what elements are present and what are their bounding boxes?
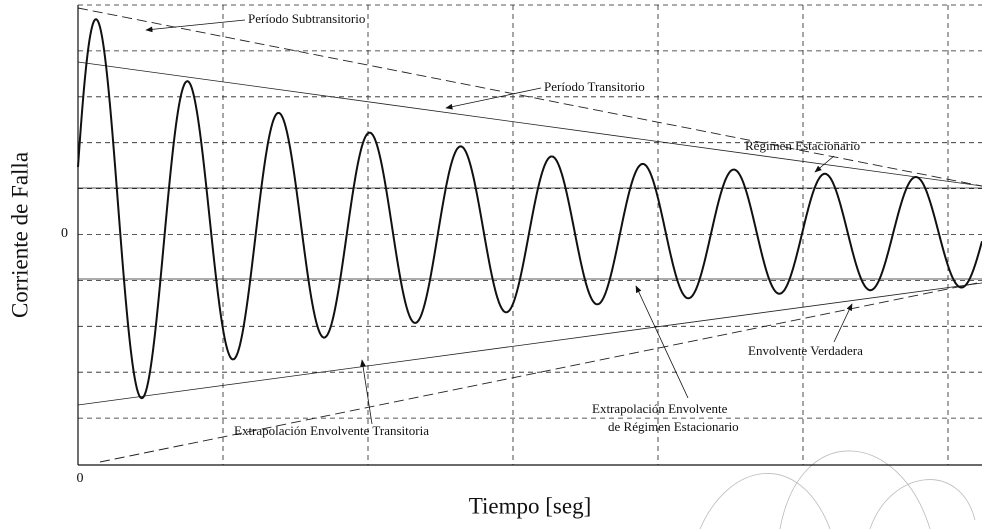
- annotation: Envolvente Verdadera: [748, 343, 863, 358]
- annotation: Período Subtransitorio: [248, 11, 365, 26]
- envelopes: [77, 7, 982, 463]
- grid: [78, 4, 982, 465]
- arrow: [833, 303, 853, 343]
- watermark: [699, 450, 976, 529]
- fault-current-curve: [77, 18, 982, 400]
- x-axis-label: Tiempo [seg]: [469, 493, 591, 518]
- arrow: [445, 87, 542, 110]
- arrow: [635, 285, 689, 399]
- annotations: Período Subtransitorio Período Transitor…: [145, 11, 863, 438]
- annotation: Extrapolación Envolvente: [592, 401, 728, 416]
- arrow: [145, 19, 246, 33]
- arrow: [814, 155, 835, 173]
- transient-envelope-lower: [77, 282, 982, 406]
- x-origin-label: 0: [77, 471, 84, 486]
- transient-envelope: [77, 61, 982, 187]
- annotation: de Régimen Estacionario: [608, 419, 739, 434]
- subtransient-envelope-lower: [99, 281, 982, 463]
- annotation: Extrapolación Envolvente Transitoria: [234, 423, 429, 438]
- arrow: [360, 359, 373, 425]
- annotation: Período Transitorio: [544, 79, 645, 94]
- y-axis-label: Corriente de Falla: [7, 152, 32, 318]
- subtransient-envelope: [77, 7, 982, 187]
- y-origin-label: 0: [61, 226, 68, 241]
- annotation: Régimen Estacionario: [745, 138, 860, 153]
